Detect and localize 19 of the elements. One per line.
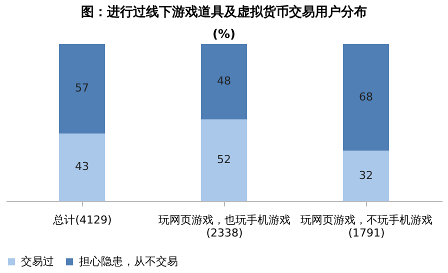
bar [59,44,105,134]
data-label: 52 [217,153,231,166]
bar [343,150,389,201]
legend-label: 交易过 [21,254,54,268]
data-label: 68 [359,90,373,104]
chart-title: 图：进行过线下游戏道具及虚拟货币交易用户分布 [81,4,367,20]
bar [59,133,105,201]
bar [201,44,247,120]
data-label: 48 [217,74,231,88]
data-label: 32 [359,168,373,182]
chart-subtitle: (%) [212,27,236,41]
bar [201,119,247,201]
x-tick-label: 玩网页游戏，不玩手机游戏(1791) [300,214,432,240]
x-tick-label: 总计(4129) [52,214,112,226]
legend-label: 担心隐患，从不交易 [79,254,178,268]
bar [343,44,389,151]
data-label: 57 [75,82,89,95]
data-label: 43 [75,160,89,174]
x-tick-label: 玩网页游戏，也玩手机游戏(2338) [158,214,290,240]
